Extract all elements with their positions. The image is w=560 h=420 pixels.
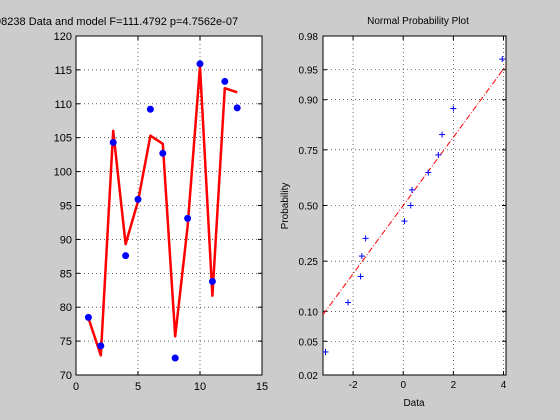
chart-title-normal-probability: Normal Probability Plot xyxy=(367,16,469,27)
y-tick-label: 80 xyxy=(60,302,72,314)
y-tick-label: 0.25 xyxy=(299,257,319,268)
y-tick-label: 95 xyxy=(60,201,72,213)
x-tick-label: 2 xyxy=(451,380,457,391)
data-point xyxy=(196,60,204,68)
y-tick-label: 110 xyxy=(54,99,72,111)
axes-normal-probability-marks xyxy=(322,56,507,355)
data-point xyxy=(84,313,92,321)
y-tick-label: 0.98 xyxy=(299,32,319,43)
y-tick-label: 120 xyxy=(54,31,72,43)
data-point xyxy=(159,149,167,157)
data-point xyxy=(233,104,241,112)
y-tick-label: 105 xyxy=(54,133,72,145)
axes-normal-probability-ticks: -2 0 2 4 0.02 0.05 0.10 0.25 0.50 0.75 0.90 0.95 0.9… xyxy=(299,32,507,391)
y-axis-label-probability: Probability xyxy=(280,183,291,230)
y-tick-label: 0.95 xyxy=(299,66,319,77)
x-tick-label: 0 xyxy=(73,381,79,393)
chart-title-regression: .98238 Data and model F=111.4792 p=4.756… xyxy=(0,16,238,28)
x-tick-label: 10 xyxy=(194,381,206,393)
y-tick-label: 0.90 xyxy=(299,96,319,107)
probability-point xyxy=(435,151,442,158)
y-tick-label: 90 xyxy=(60,234,72,246)
probability-point xyxy=(407,202,414,209)
y-tick-label: 75 xyxy=(60,336,72,348)
axes-normal-probability: -2 0 2 4 0.02 0.05 0.10 0.25 0.50 0.75 0.90 0.95 0.9… xyxy=(280,16,507,409)
y-tick-label: 0.10 xyxy=(299,307,319,318)
y-tick-label: 85 xyxy=(60,268,72,280)
probability-point xyxy=(499,56,506,63)
axes-regression: 0 5 10 15 70 75 80 85 90 95 100 105 110 115 120 .98238… xyxy=(0,16,268,393)
data-point xyxy=(171,354,179,362)
probability-point xyxy=(450,105,457,112)
data-point xyxy=(122,252,130,260)
axes-regression-ticks: 0 5 10 15 70 75 80 85 90 95 100 105 110 115 120 xyxy=(54,31,268,393)
y-tick-label: 0.50 xyxy=(299,202,319,213)
data-point xyxy=(97,342,105,350)
data-point xyxy=(109,138,117,146)
probability-point xyxy=(425,169,432,176)
probability-point xyxy=(358,253,365,260)
y-tick-label: 0.05 xyxy=(299,337,319,348)
probability-point xyxy=(362,235,369,242)
data-point xyxy=(134,195,142,203)
probability-point xyxy=(439,131,446,138)
data-point xyxy=(221,77,229,85)
y-tick-label: 115 xyxy=(54,65,72,77)
x-axis-label-data: Data xyxy=(403,398,425,409)
data-point xyxy=(208,277,216,285)
model-fit-line xyxy=(87,65,238,357)
probability-point xyxy=(322,348,329,355)
probability-point xyxy=(408,186,415,193)
x-tick-label: 15 xyxy=(256,381,268,393)
y-tick-label: 0.02 xyxy=(299,371,319,382)
probability-point xyxy=(345,299,352,306)
y-tick-label: 0.75 xyxy=(299,146,319,157)
y-tick-label: 100 xyxy=(54,167,72,179)
data-point xyxy=(184,214,192,222)
axes-normal-probability-grid xyxy=(323,36,506,375)
probability-point xyxy=(401,218,408,225)
axes-normal-probability-frame xyxy=(322,35,507,376)
y-tick-label: 70 xyxy=(60,370,72,382)
probability-point xyxy=(357,273,364,280)
axes-regression-marks xyxy=(84,60,241,362)
data-point xyxy=(146,105,154,113)
x-tick-label: 0 xyxy=(400,380,406,391)
x-tick-label: 5 xyxy=(135,381,141,393)
x-tick-label: 4 xyxy=(501,380,507,391)
x-tick-label: -2 xyxy=(349,380,358,391)
